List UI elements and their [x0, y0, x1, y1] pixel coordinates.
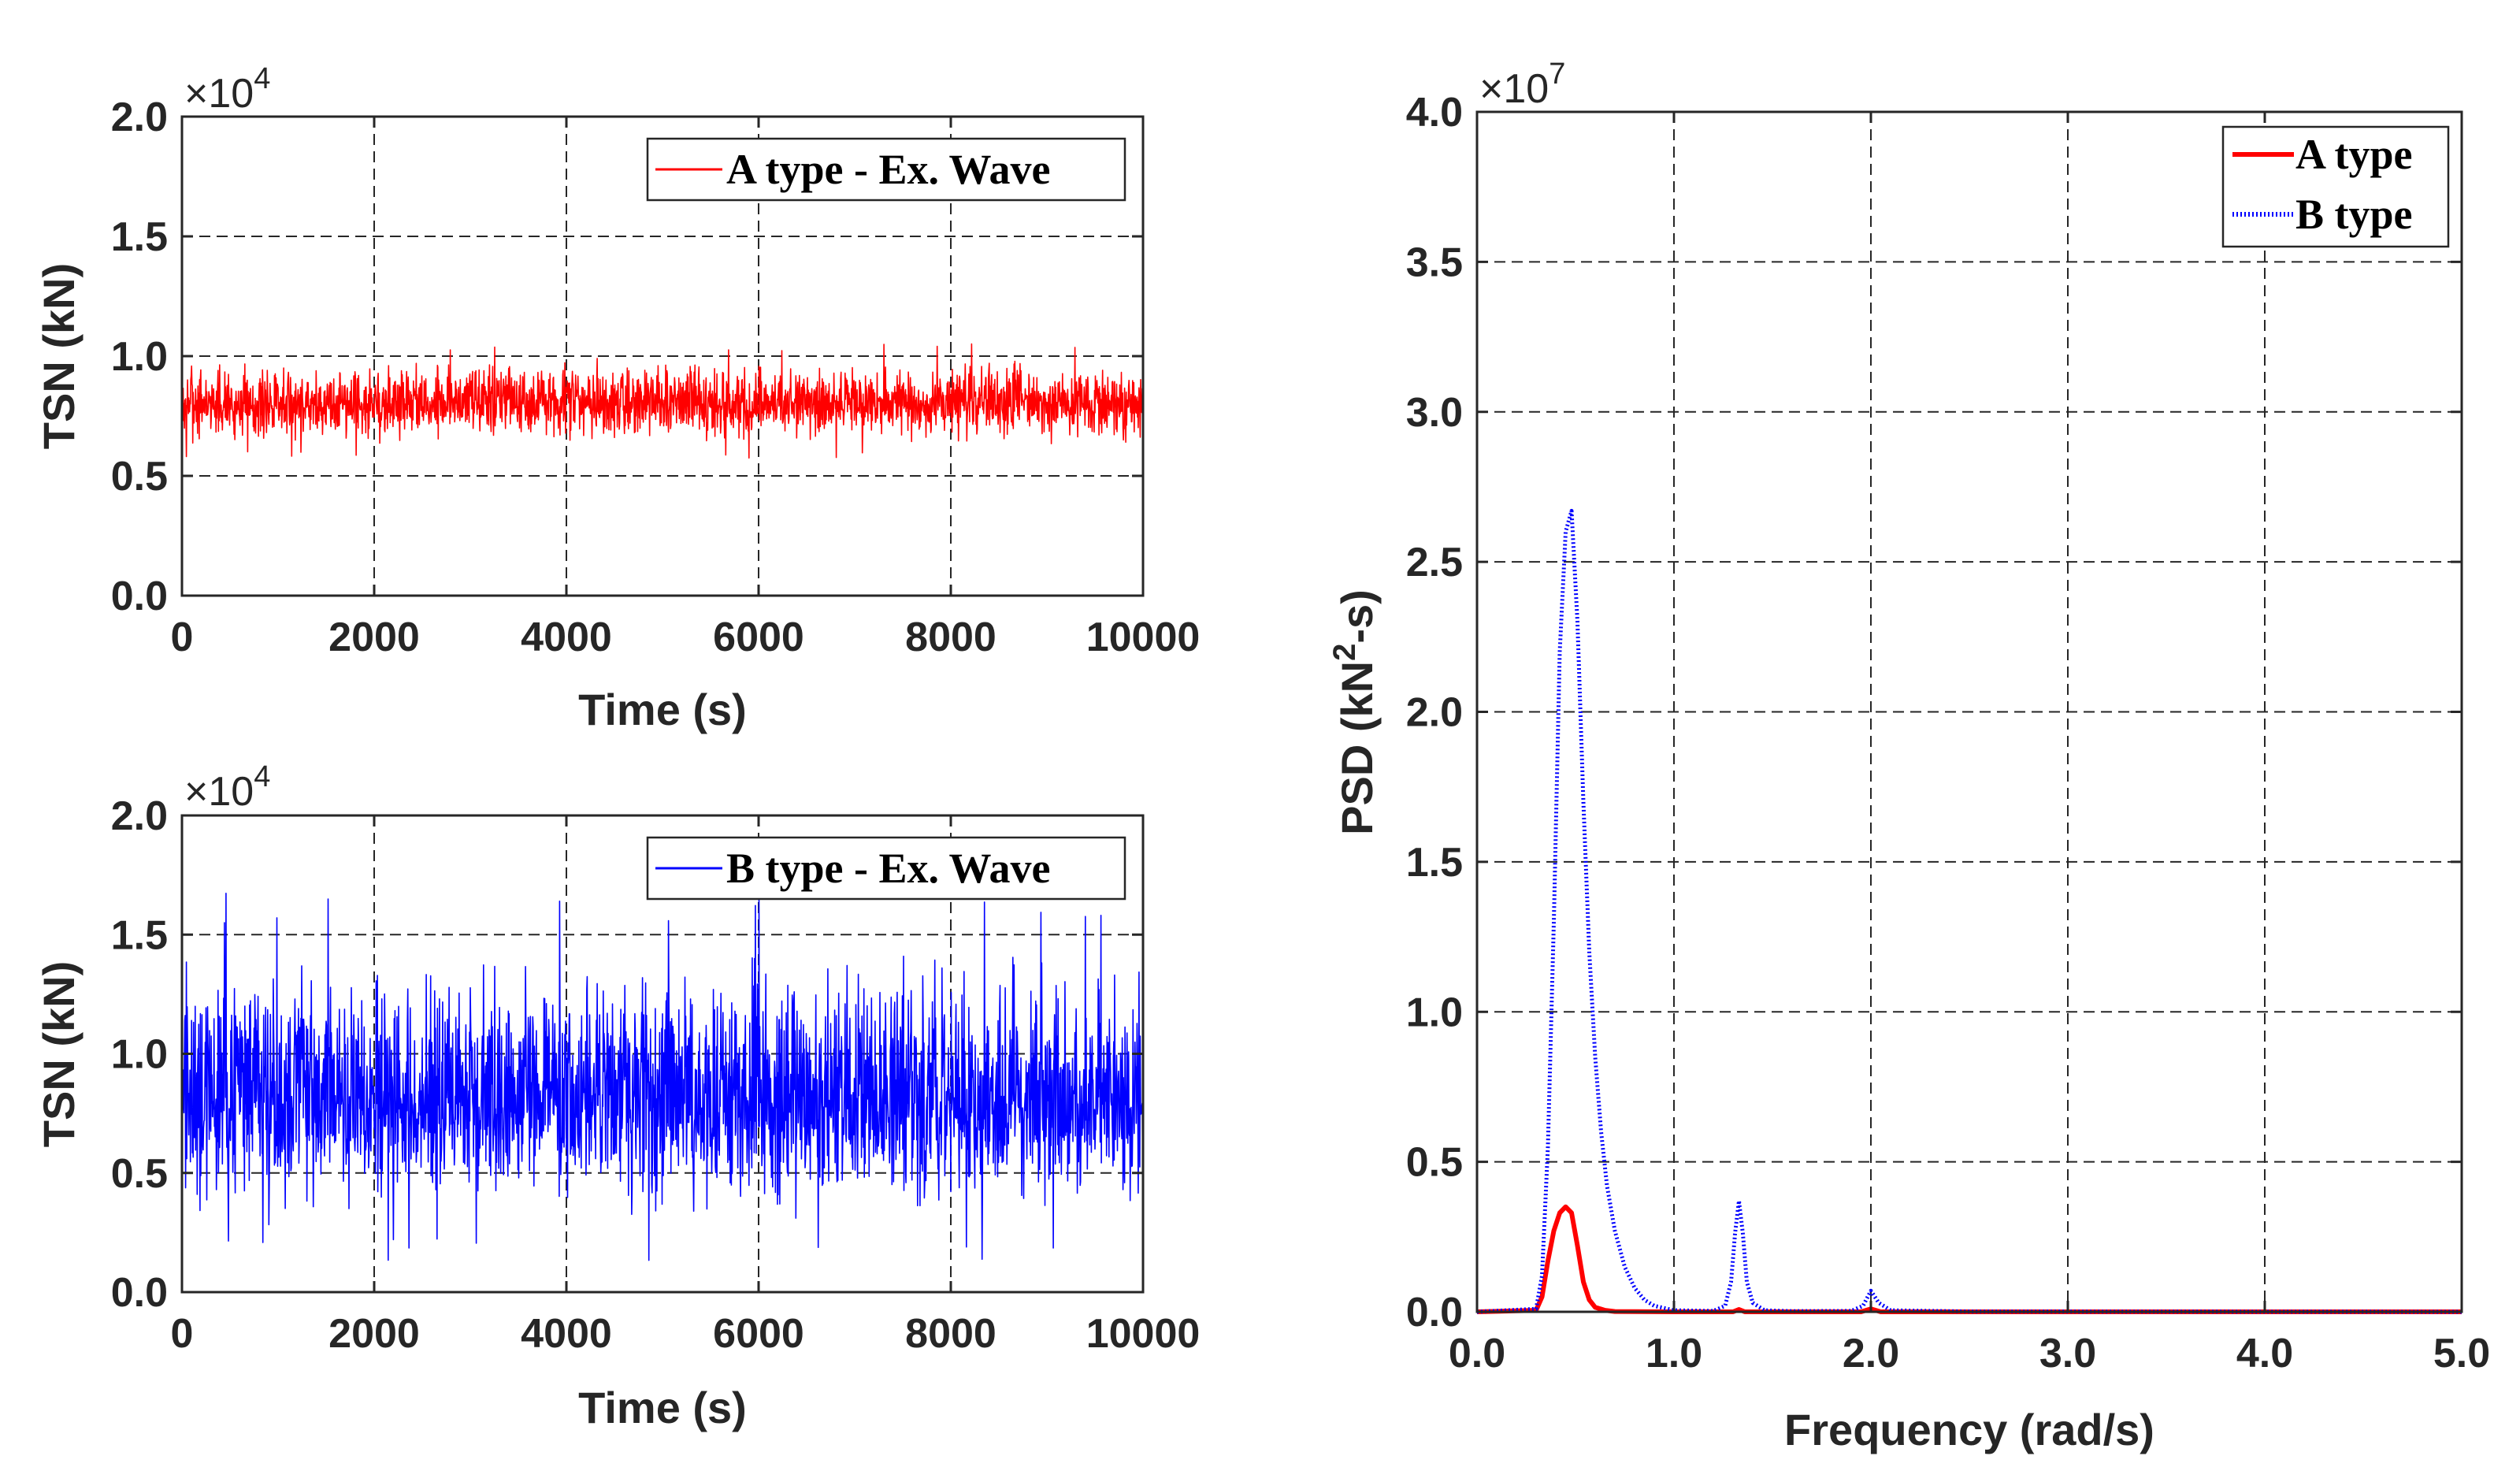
x-tick-label: 2000	[328, 1311, 420, 1357]
y-tick-label: 1.5	[1406, 840, 1463, 886]
legend: A type - Ex. Wave	[646, 137, 1126, 202]
y-multiplier: ×104	[184, 62, 270, 117]
legend-box	[646, 836, 1126, 901]
x-tick-label: 0.0	[1449, 1331, 1505, 1376]
y-tick-label: 0.0	[111, 574, 168, 619]
y-axis-label: TSN (kN)	[34, 961, 84, 1147]
chart-top-left: ×104 TSN (kN) Time (s) A type - Ex. Wave	[34, 62, 1145, 734]
series-a-type-ex-wave	[181, 343, 1144, 459]
x-axis-label: Time (s)	[578, 1383, 747, 1432]
x-tick-label: 4000	[521, 615, 612, 660]
x-tick-label: 1.0	[1646, 1331, 1702, 1376]
series-group	[1476, 508, 2462, 1314]
y-axis-label: PSD (kN2-s)	[1327, 589, 1382, 835]
y-multiplier: ×107	[1479, 58, 1565, 112]
y-tick-label: 2.5	[1406, 540, 1463, 585]
series-a-type	[1476, 1204, 2462, 1314]
legend-label: B type - Ex. Wave	[726, 845, 1051, 892]
y-axis-label: TSN (kN)	[34, 263, 84, 449]
legend: A type B type	[2221, 125, 2450, 248]
series-b-type-ex-wave	[181, 893, 1144, 1261]
legend-label-b-type: B type	[2295, 191, 2413, 238]
y-tick-label: 3.5	[1406, 240, 1463, 285]
x-axis-label: Frequency (rad/s)	[1784, 1405, 2154, 1454]
series-b-type-ex-wave	[181, 893, 1144, 1261]
y-tick-label: 1.5	[111, 912, 168, 958]
y-tick-label: 2.0	[111, 793, 168, 839]
x-tick-label: 2000	[328, 615, 420, 660]
tick-marks	[180, 115, 1145, 597]
y-tick-label: 0.0	[1406, 1290, 1463, 1335]
legend-label-a-type: A type	[2295, 131, 2413, 178]
legend-box	[2221, 125, 2450, 248]
chart-right: ×107 PSD (kN2-s) Frequency (rad/s) A typ…	[1327, 58, 2463, 1454]
x-tick-label: 6000	[713, 615, 804, 660]
x-tick-label: 3.0	[2039, 1331, 2096, 1376]
x-tick-label: 5.0	[2433, 1331, 2490, 1376]
y-tick-label: 1.0	[111, 1032, 168, 1078]
chart-bottom-left: ×104 TSN (kN) Time (s) B type - Ex. Wave	[34, 760, 1145, 1432]
x-tick-label: 0	[171, 1311, 194, 1357]
x-tick-label: 6000	[713, 1311, 804, 1357]
x-tick-label: 8000	[905, 1311, 996, 1357]
tick-marks	[180, 814, 1145, 1294]
x-tick-label: 10000	[1086, 615, 1201, 660]
x-tick-label: 2.0	[1843, 1331, 1899, 1376]
x-axis-label: Time (s)	[578, 685, 747, 734]
x-tick-label: 4.0	[2236, 1331, 2293, 1376]
y-tick-label: 0.5	[111, 1151, 168, 1197]
x-tick-label: 0	[171, 615, 194, 660]
series-a-type-ex-wave	[181, 343, 1144, 459]
legend: B type - Ex. Wave	[646, 836, 1126, 901]
x-tick-label: 10000	[1086, 1311, 1201, 1357]
x-tick-label: 4000	[521, 1311, 612, 1357]
legend-label: A type - Ex. Wave	[726, 146, 1051, 193]
tick-marks	[1475, 110, 2463, 1313]
x-tick-label: 8000	[905, 615, 996, 660]
legend-box	[646, 137, 1126, 202]
y-tick-label: 1.5	[111, 214, 168, 260]
y-multiplier: ×104	[184, 760, 270, 815]
y-tick-label: 4.0	[1406, 90, 1463, 136]
y-tick-label: 3.0	[1406, 390, 1463, 436]
y-tick-label: 2.0	[1406, 690, 1463, 736]
y-tick-label: 1.0	[1406, 990, 1463, 1035]
y-tick-label: 0.5	[111, 454, 168, 500]
y-tick-label: 0.5	[1406, 1140, 1463, 1186]
grid	[1477, 112, 2462, 1312]
y-tick-label: 0.0	[111, 1270, 168, 1316]
y-tick-label: 2.0	[111, 95, 168, 140]
series-b-type	[1476, 508, 2462, 1314]
y-tick-label: 1.0	[111, 334, 168, 380]
